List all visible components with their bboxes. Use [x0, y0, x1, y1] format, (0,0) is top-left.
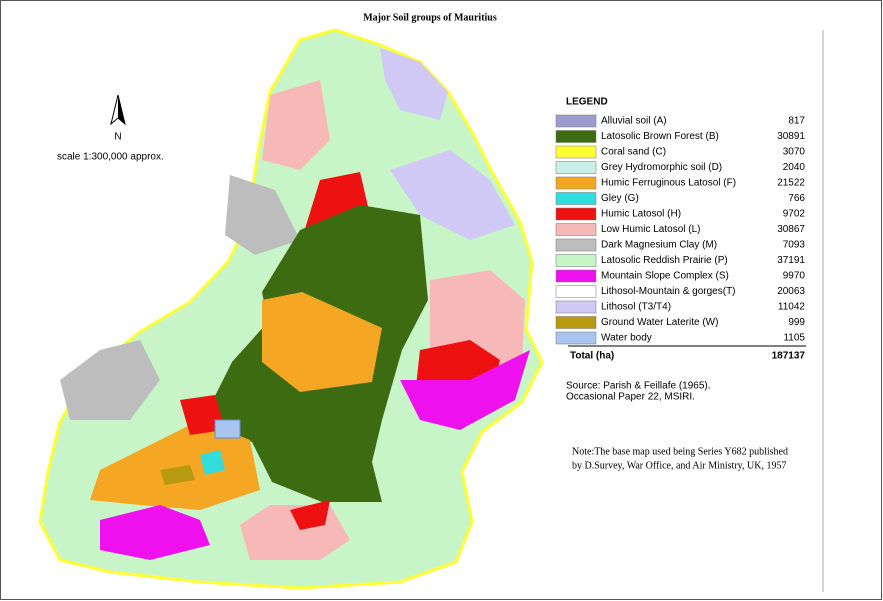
legend-label: Lithosol-Mountain & gorges(T): [601, 286, 736, 297]
legend-value: 20063: [777, 286, 805, 297]
legend-value: 21522: [777, 178, 805, 189]
legend-swatch: [555, 207, 597, 221]
gley: [200, 450, 225, 475]
ferruginous-center: [262, 292, 382, 392]
legend-label: Latosolic Reddish Prairie (P): [601, 255, 728, 266]
note-line: by D.Survey, War Office, and Air Ministr…: [572, 460, 786, 471]
ferruginous-south: [90, 420, 260, 510]
legend-label: Humic Latosol (H): [601, 209, 681, 220]
legend-label: Gley (G): [601, 193, 639, 204]
note-line: Note:The base map used being Series Y682…: [572, 446, 788, 457]
legend-value: 30867: [777, 224, 805, 235]
legend-value: 3070: [783, 147, 806, 158]
title: Major Soil groups of Mauritius: [363, 12, 497, 23]
laterite: [160, 465, 195, 485]
north-label: N: [114, 132, 121, 143]
mountain-slope-south: [100, 505, 210, 560]
legend-value: 766: [788, 193, 805, 204]
legend-label: Humic Ferruginous Latosol (F): [601, 178, 736, 189]
mountain-slope-east: [400, 350, 530, 430]
legend-value: 30891: [777, 131, 805, 142]
legend-label: Mountain Slope Complex (S): [601, 271, 729, 282]
legend-value: 999: [788, 317, 805, 328]
legend-label: Ground Water Laterite (W): [601, 317, 718, 328]
legend-swatch: [555, 254, 597, 267]
legend-value: 9702: [783, 209, 806, 220]
legend-label: Alluvial soil (A): [601, 116, 667, 127]
legend-swatch: [555, 331, 597, 345]
legend-value: 7093: [783, 240, 806, 251]
legend-label: Grey Hydromorphic soil (D): [601, 162, 722, 173]
legend-swatch: [555, 238, 597, 252]
legend-title: LEGEND: [566, 97, 608, 108]
total-label: Total (ha): [570, 351, 614, 362]
legend-swatch: [555, 145, 597, 159]
legend-label: Latosolic Brown Forest (B): [601, 131, 719, 142]
legend-label: Low Humic Latosol (L): [601, 224, 700, 235]
total-value: 187137: [772, 351, 806, 362]
legend-value: 1105: [783, 333, 805, 344]
legend-label: Water body: [601, 333, 652, 344]
legend-label: Dark Magnesium Clay (M): [601, 240, 717, 251]
low-humic-north: [262, 80, 330, 170]
legend-value: 37191: [777, 255, 805, 266]
legend-swatch: [555, 192, 597, 205]
lithosol-north: [380, 48, 448, 120]
legend-value: 817: [788, 116, 805, 127]
source-line: Occasional Paper 22, MSIRI.: [566, 392, 695, 403]
legend-label: Lithosol (T3/T4): [601, 302, 671, 313]
legend-swatch: [555, 316, 597, 329]
legend-swatch: [555, 285, 597, 298]
legend-swatch: [555, 176, 597, 190]
north-arrow-half: [118, 95, 125, 124]
magnesium-west: [60, 340, 160, 420]
water-body: [214, 419, 241, 439]
legend-swatch: [555, 161, 597, 174]
legend-swatch: [555, 269, 597, 283]
legend-swatch: [555, 300, 597, 314]
humic-latosol-west: [180, 395, 225, 435]
legend-swatch: [555, 114, 597, 128]
island-map: [38, 28, 544, 590]
humic-latosol-south: [290, 500, 330, 530]
legend: Alluvial soil (A) 817 Latosolic Brown Fore…: [555, 114, 806, 345]
source-line: Source: Parish & Feillafe (1965).: [566, 381, 711, 392]
legend-swatch: [555, 130, 597, 143]
lithosol-east: [390, 150, 515, 240]
legend-label: Coral sand (C): [601, 147, 666, 158]
legend-value: 2040: [783, 162, 806, 173]
magnesium-north: [225, 175, 300, 255]
legend-swatch: [555, 223, 597, 236]
scale-label: scale 1:300,000 approx.: [57, 152, 164, 163]
legend-value: 11042: [778, 302, 806, 313]
legend-value: 9970: [783, 271, 806, 282]
